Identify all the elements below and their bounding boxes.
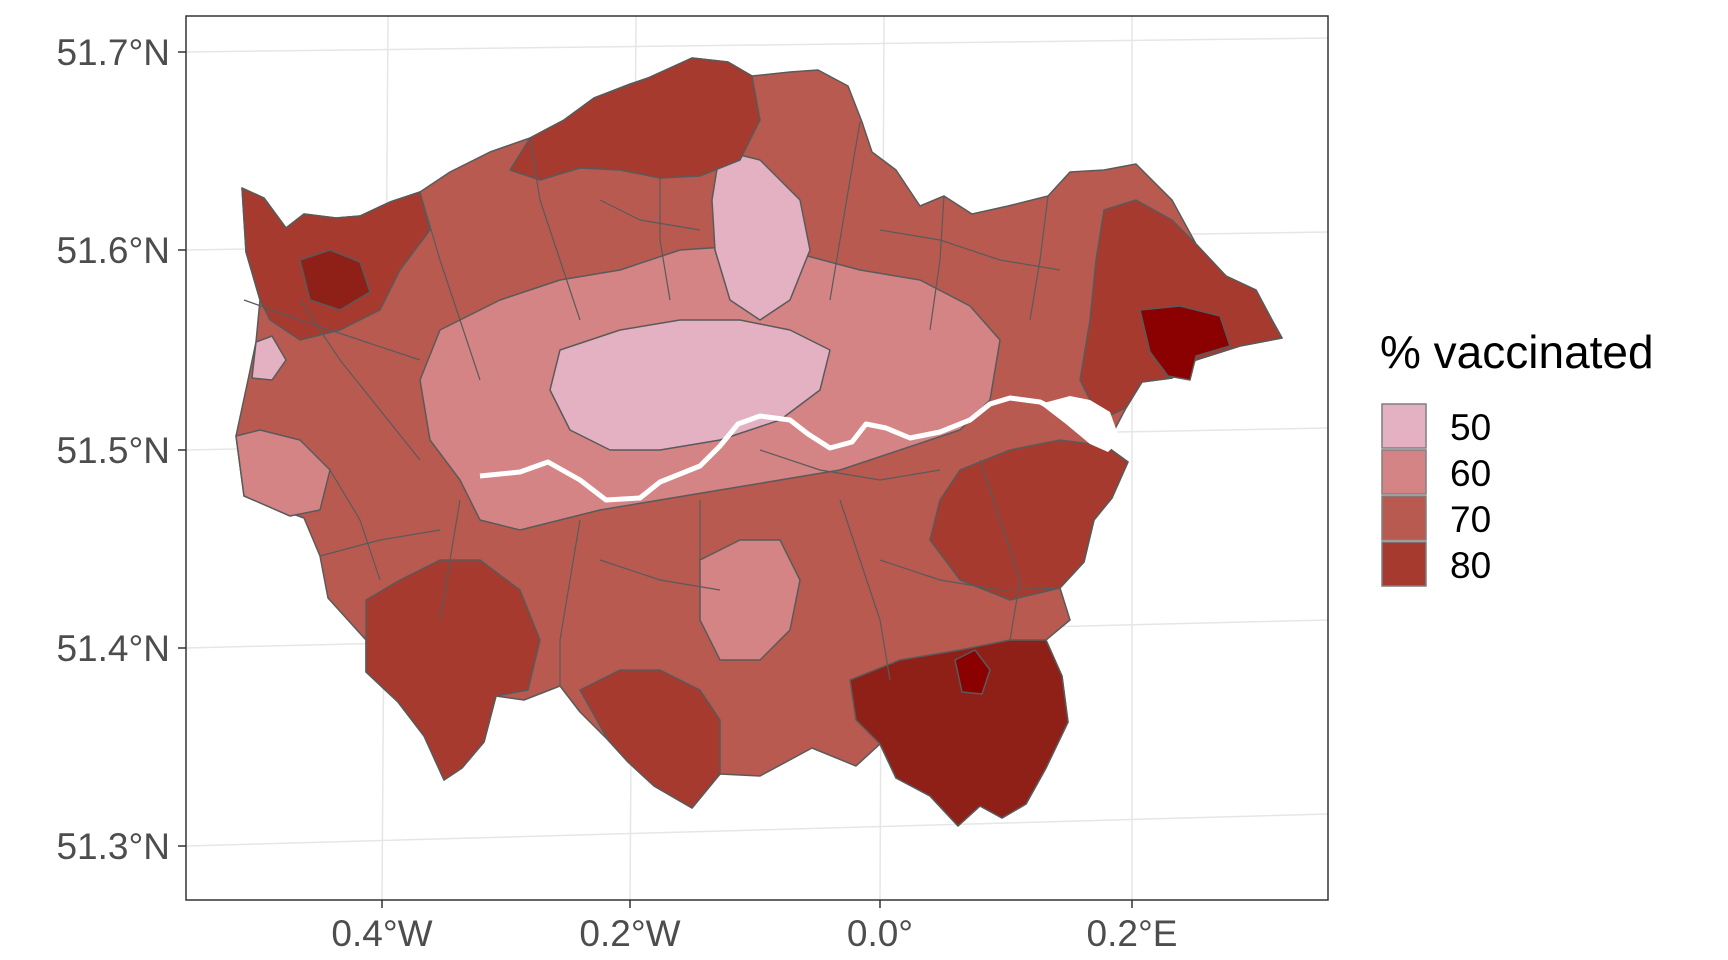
district-north-light	[711, 149, 811, 321]
legend-label: 70	[1450, 499, 1491, 540]
y-axis: 51.7°N 51.6°N 51.5°N 51.4°N 51.3°N	[56, 32, 186, 867]
district-south-dark	[579, 669, 721, 809]
river-thames	[479, 395, 1108, 503]
district-northwest-darker	[299, 249, 371, 311]
london-map	[235, 57, 1283, 827]
district-southeast-darkest	[954, 649, 991, 695]
panel-border	[185, 15, 1329, 901]
district-east-darkest	[1139, 305, 1231, 381]
y-tick-label: 51.7°N	[56, 32, 170, 73]
district-south-centre	[699, 539, 801, 661]
district-southeast-darker	[849, 639, 1069, 827]
district-southwest-dark	[365, 559, 541, 781]
legend-swatch-70	[1381, 495, 1427, 541]
legend-swatch-50	[1381, 403, 1427, 449]
x-axis: 0.4°W 0.2°W 0.0° 0.2°E	[331, 900, 1177, 954]
legend-swatch-60	[1381, 449, 1427, 495]
legend-title: % vaccinated	[1380, 326, 1654, 378]
district-north-dark	[509, 57, 761, 181]
legend-label: 50	[1450, 407, 1491, 448]
legend-label: 80	[1450, 545, 1491, 586]
x-tick-label: 0.2°E	[1087, 913, 1178, 954]
y-tick-label: 51.4°N	[56, 628, 170, 669]
district-lines	[243, 121, 1061, 686]
legend-label: 60	[1450, 453, 1491, 494]
legend-swatch-80	[1381, 541, 1427, 587]
y-tick-label: 51.3°N	[56, 826, 170, 867]
district-southeast-dark	[929, 439, 1129, 601]
x-tick-label: 0.0°	[847, 913, 913, 954]
y-tick-label: 51.5°N	[56, 430, 170, 471]
district-west-light	[235, 429, 331, 517]
river-estuary	[1040, 396, 1120, 452]
legend: % vaccinated 50 60 70 80	[1380, 326, 1654, 587]
x-tick-label: 0.2°W	[579, 913, 680, 954]
y-tick-label: 51.6°N	[56, 230, 170, 271]
x-tick-label: 0.4°W	[331, 913, 432, 954]
district-west-strip	[251, 335, 287, 381]
